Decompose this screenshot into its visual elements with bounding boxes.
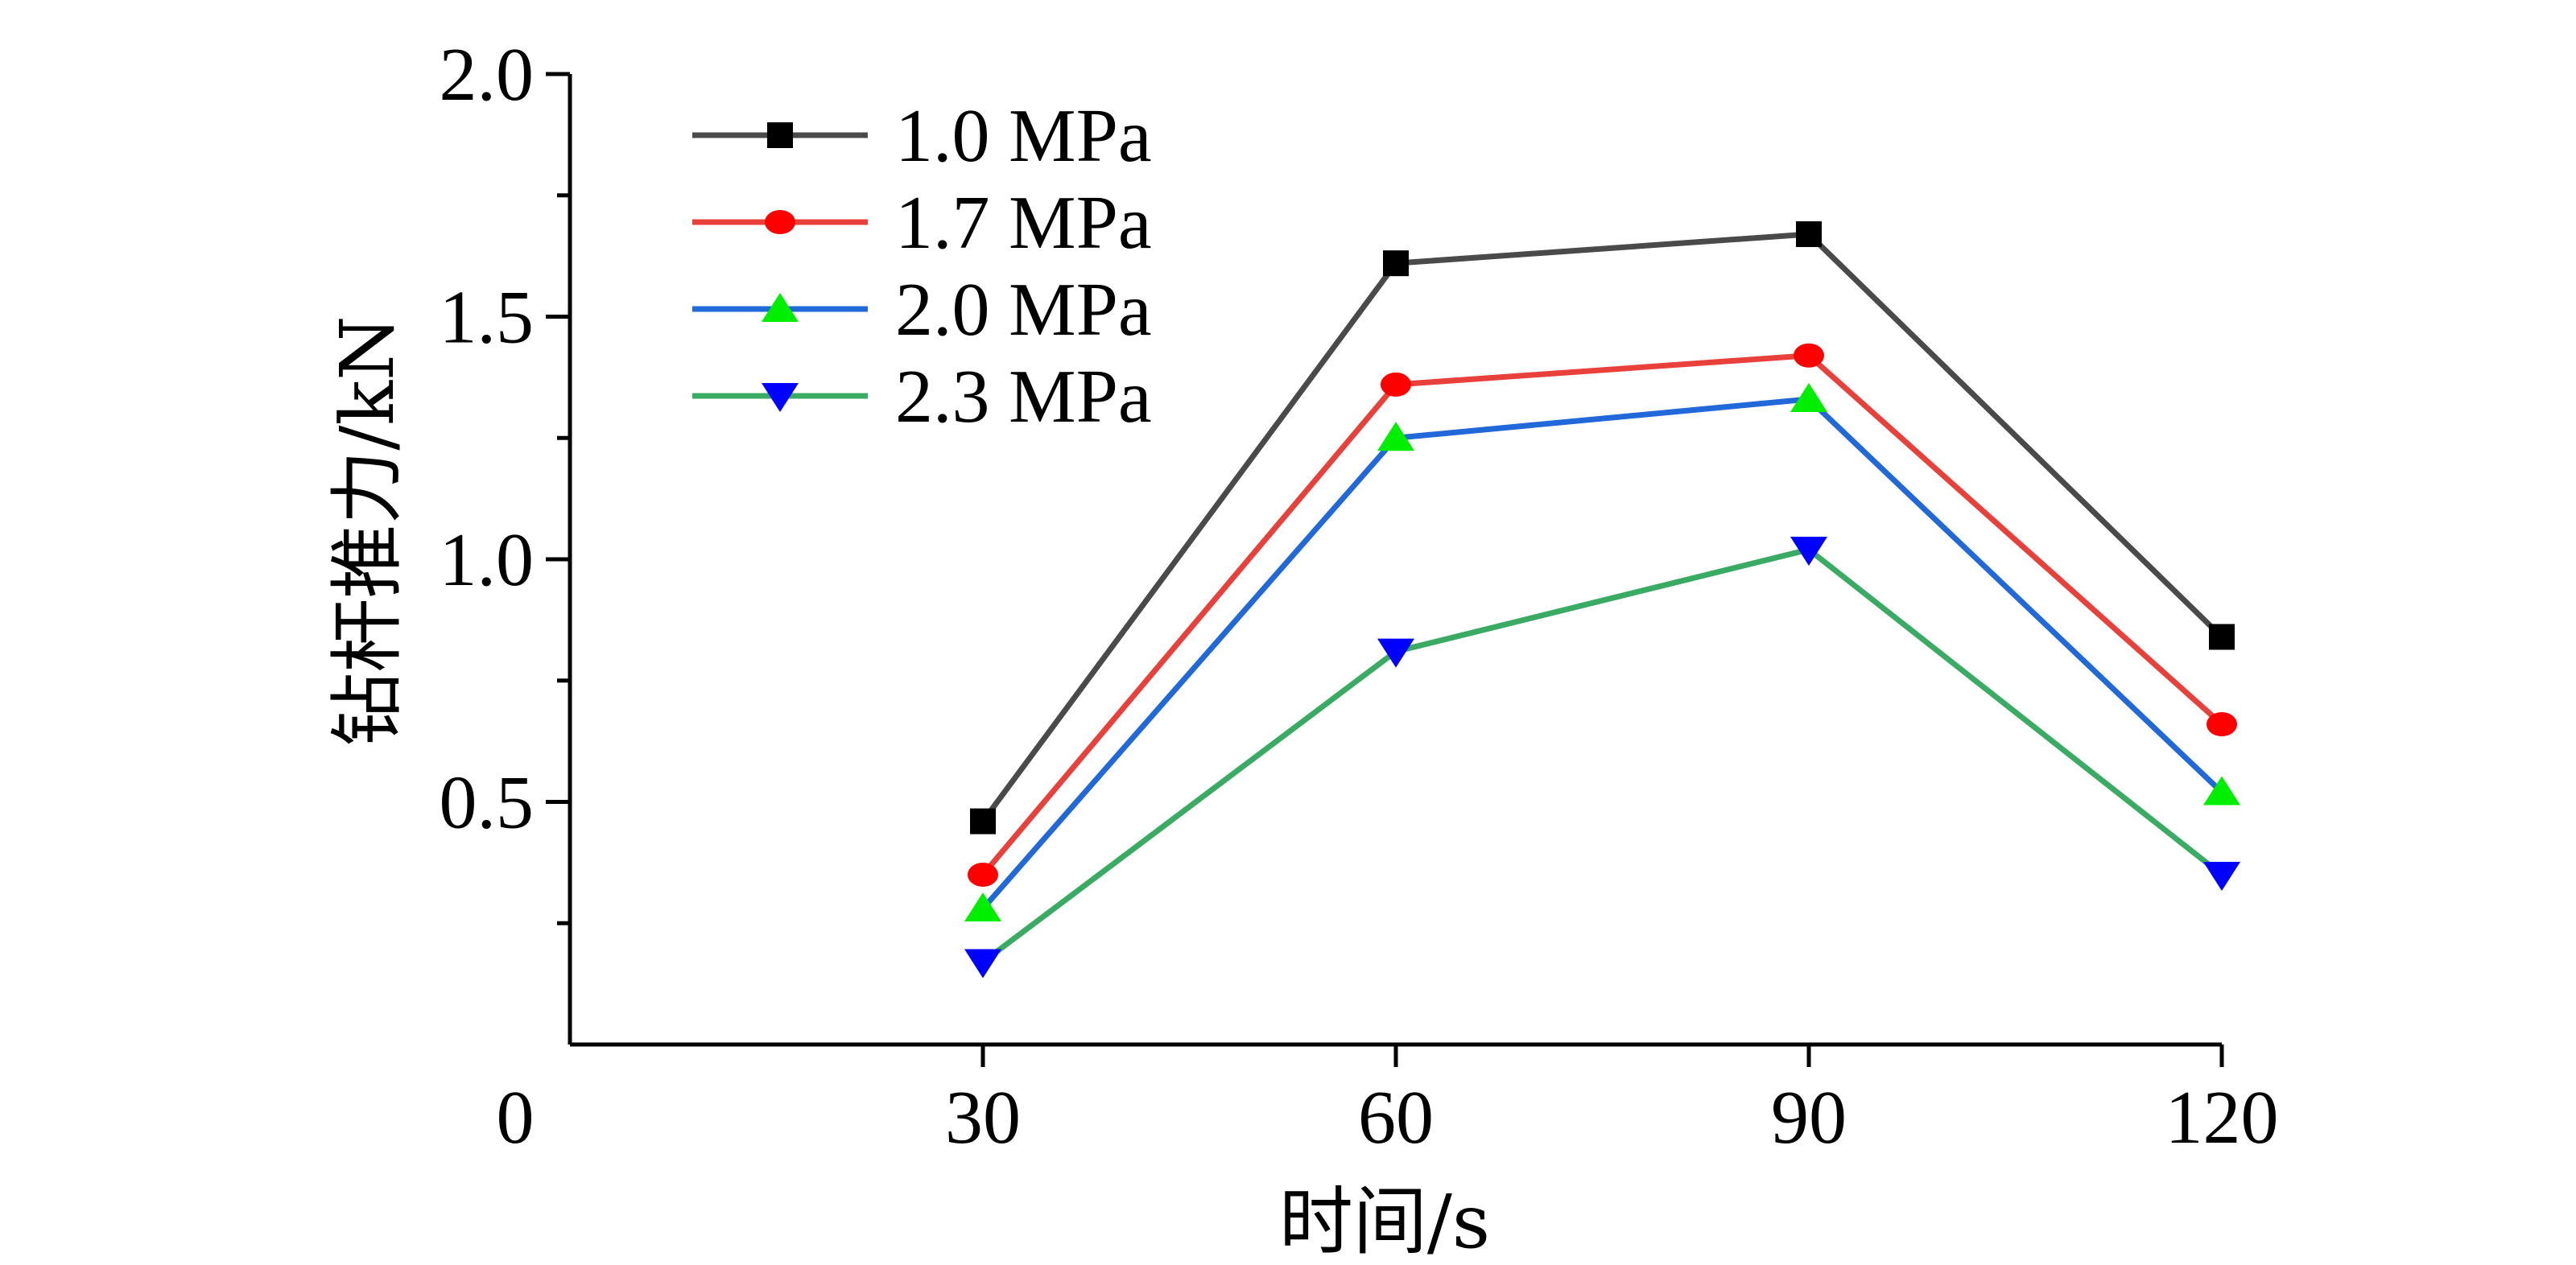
data-point — [968, 862, 998, 887]
series-line — [980, 352, 2224, 877]
data-point — [970, 808, 996, 834]
data-point — [1377, 422, 1414, 451]
data-point — [2207, 712, 2237, 737]
series-2 — [968, 343, 2237, 887]
data-point — [1794, 343, 1824, 368]
data-point — [1383, 250, 1409, 277]
x-axis-title: 时间/s — [1279, 1179, 1490, 1265]
legend-label: 2.0 MPa — [895, 268, 1152, 352]
x-tick-label: 30 — [945, 1076, 1021, 1160]
axis-ticks: 0.5 1.0 1.5 2.0 0 30 60 90 120 — [440, 33, 2279, 1160]
y-tick-label: 0.5 — [440, 761, 535, 845]
legend-label: 1.0 MPa — [895, 94, 1152, 178]
y-tick-label: 1.0 — [440, 518, 535, 602]
x-tick-label: 120 — [2165, 1076, 2279, 1160]
series-3 — [964, 383, 2240, 922]
legend-entry: 1.0 MPa — [692, 94, 1152, 178]
legend-marker — [765, 210, 795, 234]
y-axis-title: 钻杆推力/kN — [324, 315, 411, 746]
data-point — [1790, 536, 1827, 566]
data-point — [1790, 383, 1827, 413]
data-point — [2203, 861, 2240, 891]
series-line — [980, 546, 2224, 965]
data-point — [2209, 624, 2235, 650]
y-tick-label: 2.0 — [440, 33, 535, 117]
legend-entry: 2.0 MPa — [692, 268, 1152, 352]
x-tick-label: 60 — [1358, 1076, 1434, 1160]
data-point — [964, 892, 1001, 922]
data-point — [964, 949, 1001, 979]
x-tick-label: 0 — [497, 1076, 535, 1160]
legend-entry: 1.7 MPa — [692, 181, 1152, 265]
series-line — [980, 396, 2224, 911]
data-point — [2203, 776, 2240, 806]
series-4 — [964, 536, 2240, 979]
series-1 — [970, 220, 2235, 834]
series-line — [980, 231, 2224, 823]
legend-marker — [767, 122, 793, 148]
series-layer — [964, 220, 2240, 979]
data-point — [1377, 638, 1414, 668]
legend-label: 2.3 MPa — [895, 355, 1152, 439]
legend-entry: 2.3 MPa — [692, 355, 1152, 439]
x-tick-label: 90 — [1771, 1076, 1847, 1160]
legend-marker — [762, 383, 799, 412]
legend-label: 1.7 MPa — [895, 181, 1152, 265]
y-tick-label: 1.5 — [440, 276, 535, 360]
legend-marker — [762, 293, 799, 322]
data-point — [1381, 372, 1411, 397]
data-point — [1796, 220, 1822, 247]
